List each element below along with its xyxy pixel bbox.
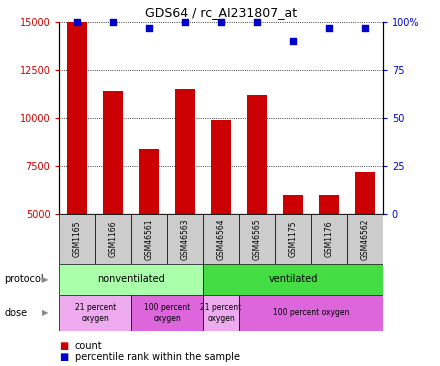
Text: GSM46562: GSM46562 [360,218,369,259]
Bar [203,264,383,295]
Point [218,19,225,25]
Bar [167,214,203,264]
Point [146,25,153,31]
Text: GSM46565: GSM46565 [253,218,261,259]
Text: ▶: ▶ [42,274,48,284]
Text: 100 percent
oxygen: 100 percent oxygen [144,303,191,323]
Text: GSM1165: GSM1165 [73,221,82,257]
Bar [67,22,87,214]
Point [326,25,333,31]
Title: GDS64 / rc_AI231807_at: GDS64 / rc_AI231807_at [145,6,297,19]
Point [74,19,81,25]
Text: ■: ■ [59,352,69,362]
Bar [95,214,131,264]
Text: 100 percent oxygen: 100 percent oxygen [273,309,349,317]
Bar [247,95,267,214]
Point [182,19,189,25]
Text: GSM1175: GSM1175 [289,221,297,257]
Bar [59,214,95,264]
Bar [139,149,159,214]
Text: count: count [75,341,103,351]
Text: ventilated: ventilated [268,274,318,284]
Text: ■: ■ [59,341,69,351]
Text: protocol: protocol [4,274,44,284]
Text: 21 percent
oxygen: 21 percent oxygen [75,303,116,323]
Bar [203,295,239,331]
Text: 21 percent
oxygen: 21 percent oxygen [201,303,242,323]
Bar [319,195,339,214]
Text: ▶: ▶ [42,309,48,317]
Bar [59,264,203,295]
Bar [131,214,167,264]
Bar [59,295,131,331]
Bar [203,214,239,264]
Text: GSM1166: GSM1166 [109,221,118,257]
Point [110,19,117,25]
Text: GSM1176: GSM1176 [324,221,334,257]
Text: GSM46563: GSM46563 [181,218,190,259]
Bar [239,214,275,264]
Bar [311,214,347,264]
Bar [175,89,195,214]
Bar [347,214,383,264]
Text: GSM46561: GSM46561 [145,218,154,259]
Point [361,25,368,31]
Bar [131,295,203,331]
Bar [275,214,311,264]
Bar [211,120,231,214]
Bar [239,295,383,331]
Bar [283,195,303,214]
Text: dose: dose [4,308,28,318]
Point [253,19,260,25]
Text: GSM46564: GSM46564 [216,218,226,259]
Bar [103,91,123,214]
Text: nonventilated: nonventilated [97,274,165,284]
Point [290,38,297,44]
Text: percentile rank within the sample: percentile rank within the sample [75,352,240,362]
Bar [355,172,375,214]
